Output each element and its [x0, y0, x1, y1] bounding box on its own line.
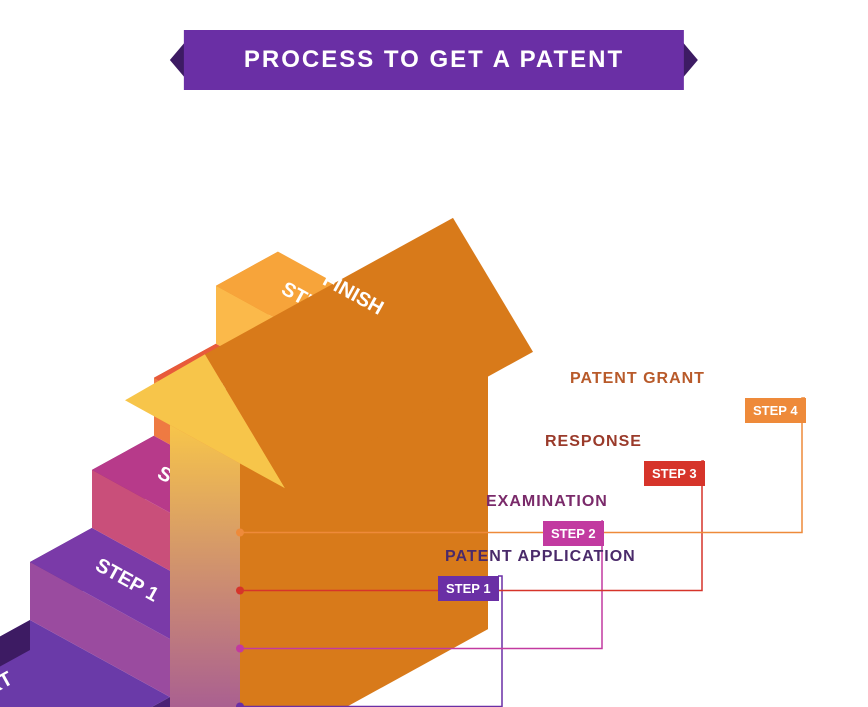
step-badge-2: STEP 2	[543, 521, 604, 546]
callout-label-step3: RESPONSE	[545, 433, 642, 451]
step-badge-4: STEP 4	[745, 398, 806, 423]
callout-label-step2: EXAMINATION	[486, 493, 608, 511]
step-badge-3: STEP 3	[644, 461, 705, 486]
callout-label-step4: PATENT GRANT	[570, 370, 705, 388]
callout-label-step1: PATENT APPLICATION	[445, 548, 636, 566]
staircase-diagram: STARTSTEP 1STEP 2STEP 3STEP 4FINISH	[0, 0, 868, 707]
step-badge-1: STEP 1	[438, 576, 499, 601]
